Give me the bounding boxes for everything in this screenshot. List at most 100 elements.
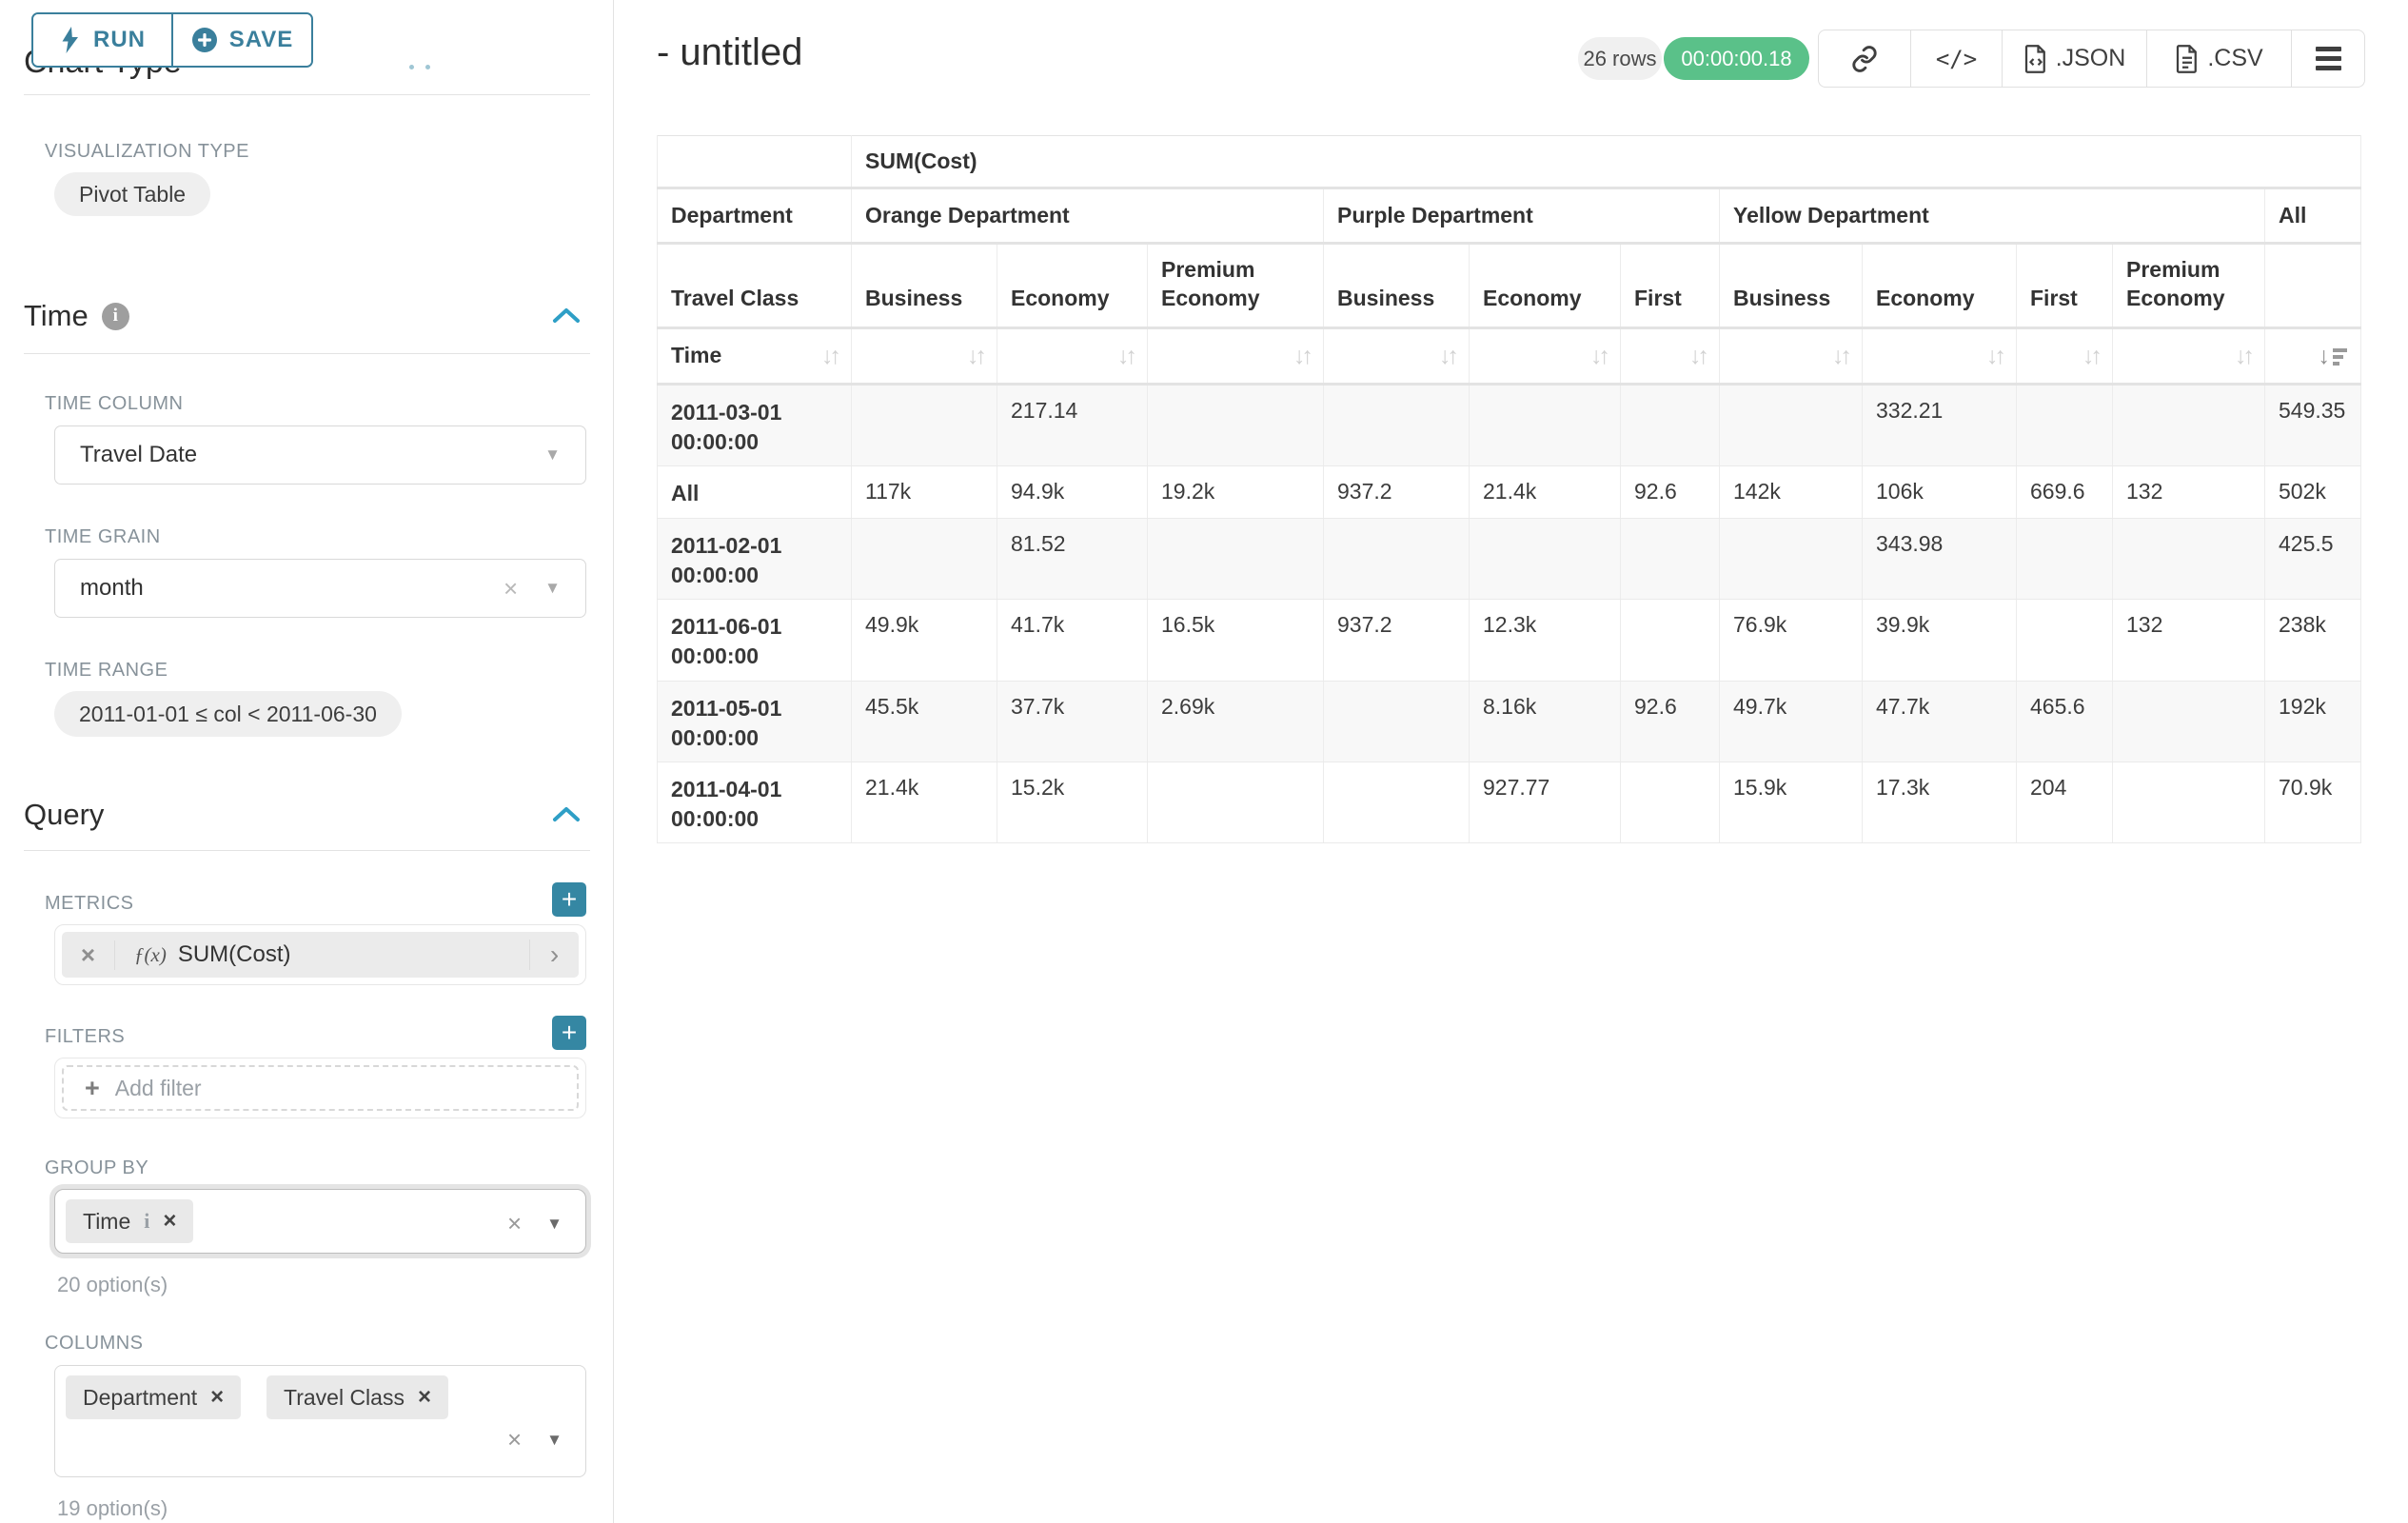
add-metric-button[interactable]: + [552, 882, 586, 917]
export-csv-button[interactable]: .CSV [2146, 30, 2291, 87]
value-cell: 15.2k [997, 762, 1148, 843]
filters-box: + Add filter [54, 1058, 586, 1118]
value-cell: 16.5k [1147, 599, 1324, 682]
share-link-button[interactable] [1819, 30, 1910, 87]
time-range-value[interactable]: 2011-01-01 ≤ col < 2011-06-30 [54, 691, 402, 737]
info-icon[interactable]: i [101, 302, 129, 330]
columns-label: COLUMNS [45, 1333, 144, 1354]
column-header: Economy [1469, 243, 1621, 329]
row-label: 2011-02-01 00:00:00 [657, 518, 852, 600]
run-save-button-group: RUN SAVE [31, 12, 313, 68]
save-button[interactable]: SAVE [171, 14, 311, 66]
sort-icon[interactable]: ↓↑ [967, 342, 987, 369]
visualization-type-value[interactable]: Pivot Table [54, 172, 211, 216]
row-label: 2011-06-01 00:00:00 [657, 599, 852, 682]
sortable-column: ↓↑ [1620, 327, 1720, 386]
columns-tag[interactable]: Travel Class × [266, 1375, 448, 1419]
sort-icon[interactable]: ↓↑ [1117, 342, 1137, 369]
column-group-header: Orange Department [851, 188, 1324, 245]
value-cell: 217.14 [997, 384, 1148, 466]
time-column-select[interactable]: Travel Date ▼ [54, 425, 586, 485]
sort-icon[interactable]: ↓↑ [1293, 342, 1313, 369]
value-cell [1620, 599, 1720, 682]
remove-tag-icon[interactable]: × [210, 1384, 225, 1410]
sort-icon[interactable]: ↓↑ [1689, 342, 1709, 369]
column-header: Premium Economy [2112, 243, 2265, 329]
value-cell: 15.9k [1719, 762, 1863, 843]
value-cell [851, 518, 997, 600]
value-cell: 204 [2016, 762, 2113, 843]
table-row: All 117k 94.9k 19.2k 937.2 21.4k 92.6 142k 106k 6… [657, 465, 2361, 519]
row-label: 2011-03-01 00:00:00 [657, 384, 852, 466]
time-column-label: TIME COLUMN [45, 393, 184, 414]
chevron-right-icon[interactable]: › [529, 940, 579, 970]
value-cell [1719, 384, 1863, 466]
row-count-badge: 26 rows [1578, 37, 1662, 80]
value-cell: 465.6 [2016, 681, 2113, 762]
collapse-query-icon[interactable] [550, 803, 582, 826]
clear-icon[interactable]: × [506, 1425, 523, 1454]
value-cell: 238k [2264, 599, 2361, 682]
file-code-icon [2024, 44, 2045, 73]
metric-header: SUM(Cost) [851, 135, 2361, 189]
clear-icon[interactable]: × [503, 573, 519, 603]
table-row: 2011-05-01 00:00:00 45.5k 37.7k 2.69k 8.16k 9… [657, 681, 2361, 762]
sort-icon[interactable]: ↓↑ [1439, 342, 1459, 369]
columns-select[interactable]: Department × Travel Class × × ▼ [54, 1365, 586, 1477]
run-button[interactable]: RUN [33, 14, 171, 66]
add-filter-plus-button[interactable]: + [552, 1016, 586, 1050]
value-cell: 2.69k [1147, 681, 1324, 762]
columns-tag[interactable]: Department × [66, 1375, 242, 1419]
remove-tag-icon[interactable]: × [163, 1208, 177, 1234]
value-cell: 45.5k [851, 681, 997, 762]
sort-icon[interactable]: ↓↑ [2235, 342, 2255, 369]
sortable-column: ↓↑ [1719, 327, 1863, 386]
embed-code-button[interactable]: </> [1910, 30, 2002, 87]
time-range-label: TIME RANGE [45, 660, 168, 681]
value-cell: 21.4k [851, 762, 997, 843]
lightning-icon [62, 27, 78, 53]
sort-icon[interactable]: ↓↑ [1590, 342, 1610, 369]
filters-label: FILTERS [45, 1026, 126, 1047]
value-cell: 92.6 [1620, 465, 1720, 519]
export-json-button[interactable]: .JSON [2002, 30, 2146, 87]
value-cell: 21.4k [1469, 465, 1621, 519]
column-group-header: Yellow Department [1719, 188, 2265, 245]
divider [24, 353, 590, 354]
group-by-tag[interactable]: Time i × [66, 1199, 194, 1243]
visualization-type-label: VISUALIZATION TYPE [45, 141, 249, 162]
sort-icon[interactable]: ↓↑ [1986, 342, 2006, 369]
group-by-select[interactable]: Time i × × ▼ [54, 1189, 586, 1254]
sortable-column: ↓ [2264, 327, 2361, 386]
sort-desc-active-icon[interactable]: ↓ [2319, 344, 2347, 368]
time-section-header: Time i [24, 299, 129, 333]
value-cell [1620, 518, 1720, 600]
value-cell: 549.35 [2264, 384, 2361, 466]
divider [24, 850, 590, 851]
chevron-down-icon: ▼ [546, 1214, 563, 1233]
value-cell: 332.21 [1862, 384, 2017, 466]
value-cell: 132 [2112, 465, 2265, 519]
table-row: 2011-03-01 00:00:00 217.14 332.21 549.35 [657, 384, 2361, 466]
collapse-time-icon[interactable] [550, 305, 582, 327]
metric-item[interactable]: × ƒ(x) SUM(Cost) › [62, 932, 579, 978]
value-cell [2016, 599, 2113, 682]
chart-title[interactable]: - untitled [657, 31, 803, 73]
group-by-label: GROUP BY [45, 1157, 149, 1178]
value-cell: 41.7k [997, 599, 1148, 682]
value-cell: 94.9k [997, 465, 1148, 519]
remove-metric-icon[interactable]: × [62, 940, 115, 970]
add-filter-button[interactable]: + Add filter [62, 1065, 579, 1111]
clear-icon[interactable]: × [506, 1209, 523, 1237]
sort-icon[interactable]: ↓↑ [821, 342, 841, 369]
row-label: All [657, 465, 852, 519]
time-grain-select[interactable]: month × ▼ [54, 559, 586, 618]
sort-icon[interactable]: ↓↑ [1832, 342, 1852, 369]
sort-icon[interactable]: ↓↑ [2082, 342, 2102, 369]
sortable-column: ↓↑ [1323, 327, 1470, 386]
remove-tag-icon[interactable]: × [417, 1384, 431, 1410]
menu-button[interactable] [2291, 30, 2364, 87]
column-header: Economy [1862, 243, 2017, 329]
column-header: First [2016, 243, 2113, 329]
panel-drag-handle[interactable] [409, 65, 430, 69]
